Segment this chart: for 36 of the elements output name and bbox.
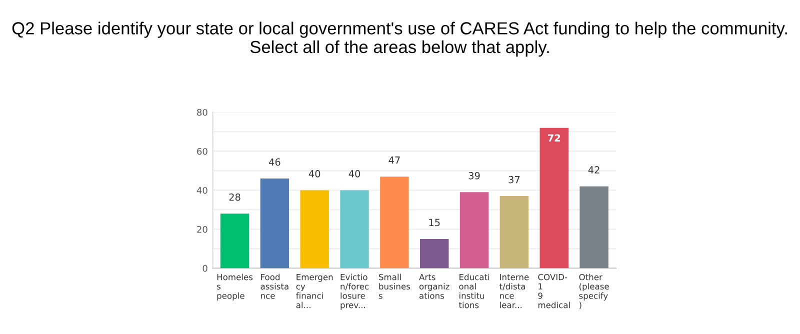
y-tick-label: 60 [197,148,208,155]
data-label: 46 [268,158,280,166]
chart-title: Q2 Please identify your state or local government's use of CARES Act funding to help the community. Select all of the areas below that apply. [12,22,787,57]
data-label: 37 [508,176,520,184]
bar [540,128,568,268]
y-tick-label: 80 [197,108,208,116]
y-tick-label: 40 [196,186,208,194]
data-label: 72 [548,134,560,142]
x-tick-label: COVID- 1 9 medical [538,274,570,308]
data-label: 15 [429,218,440,226]
x-tick-label: Other (please specify ) [579,274,609,310]
bar [500,196,529,268]
x-tick-label: Educati onal institu tions [458,274,490,308]
x-tick-label: Emergen cy financi al... [296,274,333,308]
data-label: 40 [308,170,320,178]
data-label: 40 [348,170,360,178]
y-tick-label: 20 [197,226,208,233]
bar [380,176,409,268]
bar [580,186,608,268]
data-label: 39 [468,172,480,180]
x-tick-label: Interne t/dista nce lear... [500,274,529,308]
bar [340,190,369,268]
x-tick-label: Evictio n/forec losure prev... [340,274,369,310]
x-tick-label: Small busines s [378,274,410,299]
bar [260,178,290,268]
bar [300,190,329,268]
bar [460,192,489,268]
data-label: 42 [588,166,600,174]
bar [220,214,250,268]
y-tick-label: 0 [202,264,208,272]
x-tick-label: Arts organiz ations [419,274,450,299]
bar [420,238,449,268]
data-label: 47 [388,156,400,164]
x-tick-label: Food assista nce [260,274,288,299]
x-tick-label: Homeles s people [217,274,253,300]
data-label: 28 [229,193,240,201]
